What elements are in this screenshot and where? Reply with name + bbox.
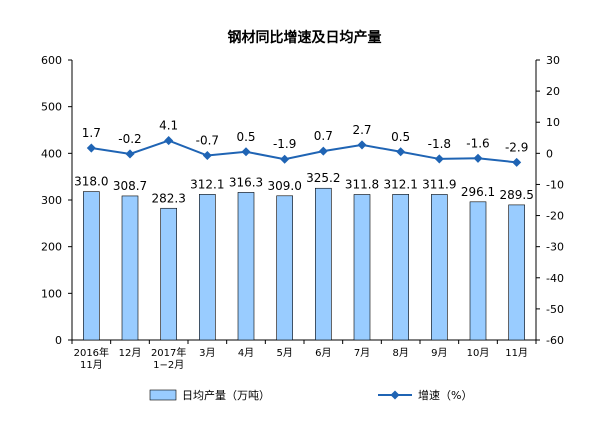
line-value-label: 2.7	[352, 123, 371, 137]
bar	[121, 195, 139, 341]
y-left-tick-label: 400	[41, 147, 62, 160]
line-value-label: 4.1	[159, 119, 178, 133]
y-left-tick-label: 600	[41, 54, 62, 67]
line-value-label: 0.5	[236, 130, 255, 144]
line-point	[125, 149, 135, 159]
x-tick-label: 2017年 1−2月	[151, 346, 186, 371]
y-left-tick-label: 100	[41, 287, 62, 300]
bar	[392, 194, 409, 341]
line-value-label: 1.7	[82, 126, 101, 140]
x-tick-label: 5月	[276, 347, 292, 359]
axes-group: 0 100 200 300 400 500 600 -60 -50 -40 -30 -20 -10 0 10…	[41, 54, 564, 371]
bar	[508, 204, 525, 341]
line-value-label: -0.2	[118, 132, 141, 146]
legend-line-label: 增速（%）	[418, 388, 472, 402]
x-tick-label: 7月	[354, 347, 370, 359]
y-right-tick-label: 30	[546, 54, 560, 67]
bar-value-label: 311.8	[345, 177, 379, 191]
line-series	[86, 136, 522, 167]
line-point	[396, 147, 406, 157]
chart-title: 钢材同比增速及日均产量	[228, 29, 382, 46]
line-point	[164, 136, 174, 146]
line-value-label: -1.8	[428, 137, 451, 151]
bar-value-label: 296.1	[461, 185, 495, 199]
line-value-label: -0.7	[196, 134, 219, 148]
bar	[276, 195, 293, 341]
x-tick-label: 3月	[199, 347, 215, 359]
line-point	[473, 153, 483, 163]
bar-series	[83, 187, 525, 341]
y-right-tick-label: -40	[546, 272, 564, 285]
y-right-tick-label: -50	[546, 303, 564, 316]
legend: 日均产量（万吨） 增速（%）	[149, 388, 472, 402]
bar-value-label: 308.7	[113, 179, 147, 193]
y-right-tick-label: -20	[546, 210, 564, 223]
bar	[237, 192, 255, 341]
line-point	[280, 154, 290, 164]
legend-bar-label: 日均产量（万吨）	[182, 388, 270, 402]
y-right-tick-label: -30	[546, 241, 564, 254]
line-value-label: 0.7	[314, 129, 333, 143]
legend-line-marker	[390, 390, 400, 400]
x-tick-label: 11月	[505, 347, 528, 359]
line-value-label: -2.9	[505, 140, 528, 154]
y-left-tick-label: 500	[41, 101, 62, 114]
line-value-label: 0.5	[391, 130, 410, 144]
x-tick-label: 10月	[467, 347, 490, 359]
x-tick-label: 2016年 11月	[74, 346, 109, 371]
line-point	[357, 140, 367, 150]
bar-value-label: 316.3	[229, 175, 263, 189]
line-point	[86, 143, 96, 153]
bar-value-label: 312.1	[383, 177, 417, 191]
bar-value-label: 318.0	[74, 175, 108, 189]
y-right-tick-label: -60	[546, 334, 564, 347]
y-left-tick-label: 300	[41, 194, 62, 207]
line-value-label: -1.6	[466, 136, 489, 150]
bar	[83, 191, 100, 341]
y-right-tick-label: 20	[546, 85, 560, 98]
bar	[160, 207, 177, 341]
x-tick-label: 9月	[431, 347, 447, 359]
line-point	[512, 157, 522, 167]
x-tick-label: 6月	[315, 347, 331, 359]
x-tick-label: 4月	[238, 347, 254, 359]
line-value-label: -1.9	[273, 137, 296, 151]
x-tick-label: 12月	[119, 347, 142, 359]
y-right-tick-label: 0	[546, 147, 553, 160]
y-right-tick-label: 10	[546, 116, 560, 129]
bar	[353, 194, 371, 341]
bar	[469, 201, 487, 341]
bar	[431, 194, 448, 341]
bar-value-label: 282.3	[151, 191, 185, 205]
y-left-tick-label: 200	[41, 241, 62, 254]
bar-value-label: 289.5	[499, 188, 533, 202]
line-point	[434, 154, 444, 164]
bar-value-label: 312.1	[190, 177, 224, 191]
bar-value-label: 311.9	[422, 177, 456, 191]
line-point	[202, 150, 212, 161]
bar-value-label: 309.0	[267, 179, 301, 193]
data-labels: 318.0 308.7 282.3 312.1 316.3 309.0 325.2 311.8…	[74, 119, 534, 206]
y-left-tick-label: 0	[55, 334, 62, 347]
line-point	[241, 147, 251, 157]
legend-bar-swatch	[149, 389, 177, 401]
growth-line	[91, 139, 517, 164]
bar-value-label: 325.2	[306, 171, 340, 185]
bar	[315, 187, 332, 341]
line-point	[318, 146, 328, 156]
x-tick-label: 8月	[392, 347, 408, 359]
y-right-tick-label: -10	[546, 178, 564, 191]
bar	[199, 194, 216, 341]
